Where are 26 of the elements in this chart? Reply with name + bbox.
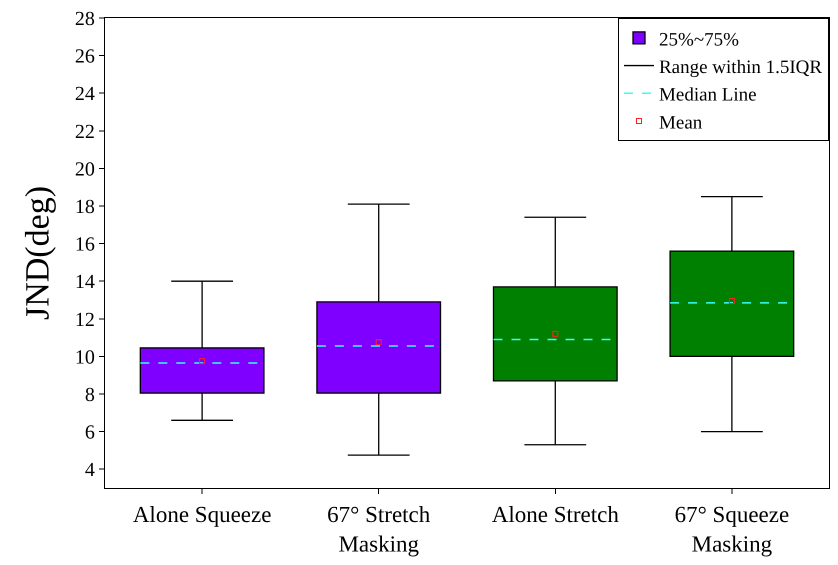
y-tick-label: 22 [74, 120, 95, 143]
x-tick-label: 67° Squeeze Masking [674, 502, 790, 557]
annotation: Median Line [659, 84, 757, 106]
x-tick-label: Alone Squeeze [132, 502, 272, 527]
point [376, 339, 382, 346]
y-tick-label: 8 [84, 384, 95, 406]
y-tick-label: 24 [74, 83, 95, 106]
y-tick-label: 28 [74, 8, 95, 30]
annotation: Range within 1.5IQR [659, 56, 822, 78]
legend-label: 25%~75% [659, 29, 740, 50]
y-tick-label: 20 [74, 158, 95, 180]
y-tick-label: 16 [74, 234, 95, 256]
y-tick-label: 18 [74, 196, 95, 218]
x-tick-label: 67° Stretch Masking [327, 502, 431, 557]
x-tick-label: Alone Stretch [492, 502, 620, 527]
point [199, 358, 206, 364]
y-tick-label: 12 [74, 308, 95, 331]
y-tick-label: 4 [84, 459, 95, 482]
point [728, 298, 735, 304]
y-tick-label: 14 [74, 271, 95, 294]
y-axis-title: JND(deg) [19, 186, 56, 320]
point [552, 330, 558, 337]
y-tick-label: 10 [74, 346, 95, 368]
y-tick-label: 6 [84, 422, 95, 444]
y-tick-label: 26 [74, 46, 95, 68]
legend-label: Mean [659, 112, 703, 134]
